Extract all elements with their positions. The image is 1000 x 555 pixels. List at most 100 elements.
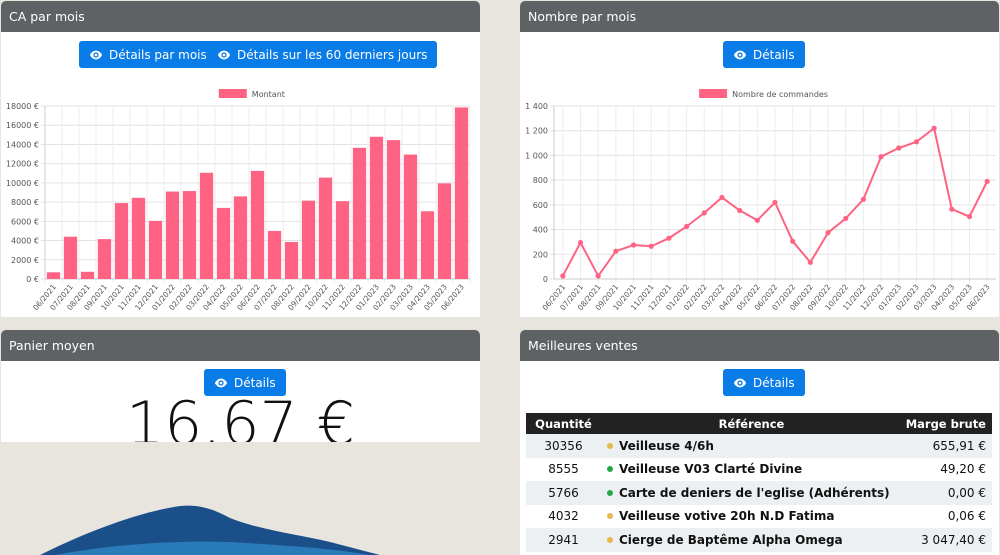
point xyxy=(790,238,796,244)
table-row[interactable]: 5766 Carte de deniers de l'eglise (Adhére… xyxy=(526,481,992,505)
col-quantite[interactable]: Quantité xyxy=(526,413,601,434)
cell-quantite: 4032 xyxy=(548,509,579,524)
bar xyxy=(199,172,214,279)
point xyxy=(560,273,566,279)
bar xyxy=(46,272,61,279)
ca-bar-chart: Montant 0 € 2000 € 4000 € 6000 € 8000 € 10000 … xyxy=(6,89,471,312)
bar xyxy=(403,154,418,279)
y-tick-label: 10000 € xyxy=(6,179,39,188)
details-ventes-label: Détails xyxy=(753,375,795,390)
point xyxy=(949,206,955,212)
legend-label: Nombre de commandes xyxy=(732,90,828,99)
eye-icon xyxy=(89,50,103,59)
bar xyxy=(114,203,129,279)
details-ventes-button[interactable]: Détails xyxy=(723,369,805,396)
cell-marge: 3 047,40 € xyxy=(902,528,992,552)
bar xyxy=(420,211,435,279)
y-tick-label: 200 xyxy=(533,250,548,259)
point xyxy=(754,217,760,223)
bar xyxy=(386,140,401,279)
cell-reference: Carte de deniers de l'eglise (Adhérents) xyxy=(601,481,902,505)
nb-line-chart: Nombre de commandes 0 200 400 600 800 1 000 1 2… xyxy=(525,89,996,312)
bar xyxy=(80,271,95,279)
col-reference[interactable]: Référence xyxy=(601,413,902,434)
y-tick-label: 12000 € xyxy=(6,160,39,169)
point xyxy=(772,199,778,205)
best-sales-table: Quantité Référence Marge brute 30356 Veil… xyxy=(526,413,992,552)
status-dot-icon xyxy=(607,513,613,520)
reference-label: Veilleuse 4/6h xyxy=(619,438,714,453)
details-panier-button[interactable]: Détails xyxy=(204,369,286,396)
point xyxy=(931,125,937,131)
ca-card-title: CA par mois xyxy=(1,1,480,32)
eye-icon xyxy=(217,50,231,59)
mountain-logo xyxy=(40,505,380,555)
y-tick-label: 400 xyxy=(533,226,548,235)
y-tick-label: 0 € xyxy=(26,275,39,284)
bar xyxy=(335,201,350,279)
status-dot-icon xyxy=(607,442,613,449)
bar xyxy=(182,191,197,279)
details-60-days-button[interactable]: Détails sur les 60 derniers jours xyxy=(207,41,438,68)
legend-label: Montant xyxy=(252,90,285,99)
point xyxy=(966,213,973,220)
table-header-row: Quantité Référence Marge brute xyxy=(526,413,992,434)
y-tick-label: 600 xyxy=(533,201,548,210)
ventes-card: Meilleures ventes Détails Quantité Référ… xyxy=(520,330,999,555)
point xyxy=(684,223,690,230)
table-row[interactable]: 4032 Veilleuse votive 20h N.D Fatima 0,06 … xyxy=(526,505,992,529)
col-marge[interactable]: Marge brute xyxy=(902,413,992,434)
table-row[interactable]: 30356 Veilleuse 4/6h 655,91 € xyxy=(526,434,992,458)
bar xyxy=(267,230,282,279)
y-tick-label: 16000 € xyxy=(6,121,39,130)
bar xyxy=(352,147,367,279)
bar xyxy=(148,220,163,279)
bar xyxy=(216,207,231,279)
cell-quantite: 5766 xyxy=(526,481,601,505)
y-tick-label: 800 xyxy=(533,176,548,185)
point xyxy=(984,178,990,184)
panier-card-title: Panier moyen xyxy=(1,330,480,361)
bar xyxy=(369,136,384,279)
eye-icon xyxy=(214,378,228,387)
cell-reference: Cierge de Baptême Alpha Omega xyxy=(601,528,902,552)
point xyxy=(843,215,849,222)
point xyxy=(825,230,831,236)
reference-label: Cierge de Baptême Alpha Omega xyxy=(619,532,843,547)
table-row[interactable]: 8555 Veilleuse V03 Clarté Divine 49,20 € xyxy=(526,458,992,482)
panier-card: Panier moyen Détails 16,67 € xyxy=(1,330,480,442)
cell-quantite: 8555 xyxy=(548,462,579,477)
bar xyxy=(437,183,452,279)
legend-swatch xyxy=(218,89,247,98)
reference-label: Veilleuse votive 20h N.D Fatima xyxy=(619,509,835,524)
point xyxy=(878,154,884,160)
ventes-card-title: Meilleures ventes xyxy=(520,330,999,361)
chart-legend: Nombre de commandes xyxy=(699,89,828,99)
bar xyxy=(97,239,112,279)
y-tick-label: 2000 € xyxy=(11,256,39,265)
point xyxy=(719,194,725,201)
table-row[interactable]: 2941 Cierge de Baptême Alpha Omega 3 047,4… xyxy=(526,528,992,552)
y-tick-label: 4000 € xyxy=(11,237,39,246)
point xyxy=(577,239,584,246)
bar xyxy=(165,191,180,279)
point xyxy=(666,235,672,241)
y-tick-label: 14000 € xyxy=(6,140,39,149)
cell-marge: 49,20 € xyxy=(940,462,986,477)
nb-card-title: Nombre par mois xyxy=(520,1,999,32)
details-month-button[interactable]: Détails par mois xyxy=(79,41,217,68)
reference-label: Veilleuse V03 Clarté Divine xyxy=(619,462,803,477)
status-dot-icon xyxy=(607,489,613,496)
bar xyxy=(250,170,265,279)
y-tick-label: 8000 € xyxy=(11,198,39,207)
point xyxy=(648,243,654,249)
details-nb-button[interactable]: Détails xyxy=(723,41,805,68)
reference-label: Carte de deniers de l'eglise (Adhérents) xyxy=(619,485,890,500)
cell-reference: Veilleuse votive 20h N.D Fatima xyxy=(601,505,902,529)
point xyxy=(860,196,866,202)
bar xyxy=(318,177,333,279)
cell-marge: 0,06 € xyxy=(947,509,986,524)
point xyxy=(613,248,619,254)
details-month-label: Détails par mois xyxy=(109,47,207,62)
cell-marge: 655,91 € xyxy=(902,434,992,458)
